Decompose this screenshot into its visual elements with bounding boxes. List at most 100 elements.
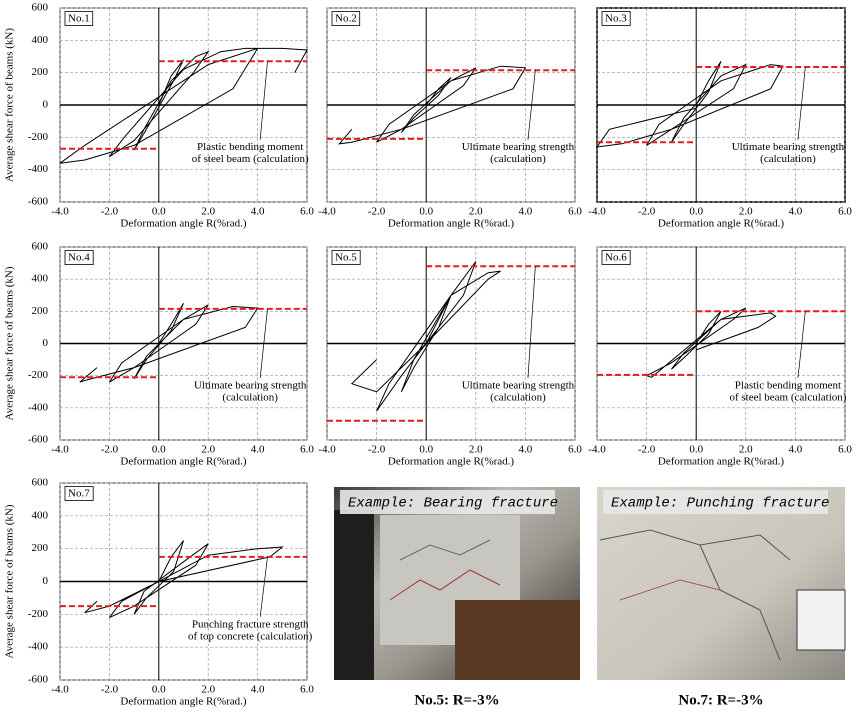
- chart-label: No.7: [68, 488, 90, 500]
- x-tick-label: -2.0: [368, 444, 386, 456]
- chart-label: No.6: [605, 252, 627, 264]
- y-tick-label: 200: [32, 542, 49, 554]
- annotation: Punching fracture strength: [192, 618, 309, 630]
- x-tick-label: -4.0: [588, 444, 606, 456]
- x-tick-label: 0.0: [689, 206, 703, 218]
- chart: -4.0 -2.0 0.0 2.0 4.0 6.0 Deformation angle R(…: [318, 247, 582, 468]
- y-tick-label: 200: [32, 305, 49, 317]
- annotation: Ultimate bearing strength: [194, 379, 307, 391]
- x-tick-label: -2.0: [101, 444, 119, 456]
- x-axis-label: Deformation angle R(%rad.): [388, 218, 514, 230]
- x-tick-label: -2.0: [101, 684, 119, 696]
- y-tick-label: -200: [28, 369, 49, 381]
- y-tick-label: -600: [28, 674, 49, 686]
- x-tick-label: -4.0: [318, 206, 336, 218]
- y-tick-label: 0: [43, 337, 49, 349]
- x-tick-label: -4.0: [51, 444, 69, 456]
- photo: [597, 487, 845, 680]
- annotation: (calculation): [222, 391, 278, 403]
- annotation: Ultimate bearing strength: [462, 141, 575, 153]
- y-axis-label: Average shear force of beams (kN): [4, 28, 16, 182]
- x-tick-label: -4.0: [588, 206, 606, 218]
- chart: -4.0 -2.0 0.0 2.0 4.0 6.0 Deformation angle R(…: [588, 8, 852, 230]
- x-tick-label: 4.0: [251, 444, 265, 456]
- y-tick-label: 400: [32, 273, 49, 285]
- x-tick-label: 2.0: [201, 444, 215, 456]
- x-tick-label: 0.0: [152, 444, 166, 456]
- y-tick-label: -400: [28, 401, 49, 413]
- annotation: (calculation): [490, 391, 546, 403]
- x-tick-label: -2.0: [101, 206, 119, 218]
- x-tick-label: -2.0: [638, 206, 656, 218]
- y-tick-label: 400: [32, 509, 49, 521]
- chart: -4.0 -2.0 0.0 2.0 4.0 6.0 Deformation angle R(…: [318, 8, 582, 230]
- x-tick-label: 4.0: [789, 206, 803, 218]
- annotation: (calculation): [490, 153, 546, 165]
- photo: [334, 487, 580, 680]
- x-tick-label: 0.0: [689, 444, 703, 456]
- y-tick-label: -200: [28, 608, 49, 620]
- x-tick-label: -2.0: [638, 444, 656, 456]
- photo-overlay: Example: Punching fracture: [611, 496, 829, 512]
- chart: -4.0-2.00.02.04.06.0-600-400-20002004006…: [4, 2, 315, 230]
- x-tick-label: -4.0: [51, 206, 69, 218]
- x-tick-label: -2.0: [368, 206, 386, 218]
- x-tick-label: -4.0: [318, 444, 336, 456]
- x-tick-label: -4.0: [51, 684, 69, 696]
- y-tick-label: -600: [28, 196, 49, 208]
- x-tick-label: 2.0: [739, 444, 753, 456]
- x-axis-label: Deformation angle R(%rad.): [120, 456, 246, 468]
- chart-label: No.5: [335, 252, 357, 264]
- x-axis-label: Deformation angle R(%rad.): [388, 456, 514, 468]
- annotation: Ultimate bearing strength: [732, 141, 845, 153]
- photo-caption: No.7: R=-3%: [678, 692, 763, 708]
- x-tick-label: 2.0: [201, 206, 215, 218]
- y-tick-label: 0: [43, 99, 49, 111]
- annotation: of steel beam (calculation): [192, 153, 309, 165]
- figure: Example: Bearing fracture Example: Punch…: [0, 0, 857, 717]
- x-tick-label: 2.0: [469, 206, 483, 218]
- y-tick-label: -600: [28, 434, 49, 446]
- y-tick-label: -200: [28, 131, 49, 143]
- chart-label: No.4: [68, 252, 90, 264]
- annotation: Plastic bending moment: [197, 141, 303, 153]
- y-tick-label: 600: [32, 241, 49, 253]
- x-tick-label: 0.0: [419, 444, 433, 456]
- x-tick-label: 6.0: [300, 684, 314, 696]
- annotation: Plastic bending moment: [735, 379, 841, 391]
- annotation: (calculation): [760, 153, 816, 165]
- annotation: Ultimate bearing strength: [462, 379, 575, 391]
- y-tick-label: 200: [32, 66, 49, 78]
- y-axis-label: Average shear force of beams (kN): [4, 504, 16, 658]
- chart-label: No.3: [605, 13, 627, 25]
- x-tick-label: 2.0: [469, 444, 483, 456]
- chart: -4.0 -2.0 0.0 2.0 4.0 6.0 -600 -400 -200 0 200 400 6…: [4, 241, 315, 468]
- x-axis-label: Deformation angle R(%rad.): [658, 218, 784, 230]
- x-tick-label: 2.0: [201, 684, 215, 696]
- y-tick-label: 600: [32, 477, 49, 489]
- x-axis-label: Deformation angle R(%rad.): [658, 456, 784, 468]
- x-tick-label: 4.0: [519, 444, 533, 456]
- chart-label: No.1: [68, 13, 90, 25]
- x-tick-label: 4.0: [251, 206, 265, 218]
- x-tick-label: 2.0: [739, 206, 753, 218]
- x-axis-label: Deformation angle R(%rad.): [120, 218, 246, 230]
- annotation: of steel beam (calculation): [729, 391, 846, 403]
- y-tick-label: 0: [43, 575, 49, 587]
- y-tick-label: -400: [28, 163, 49, 175]
- x-tick-label: 6.0: [300, 206, 314, 218]
- x-axis-label: Deformation angle R(%rad.): [120, 696, 246, 708]
- y-tick-label: 600: [32, 2, 49, 14]
- x-tick-label: 0.0: [419, 206, 433, 218]
- photo-caption: No.5: R=-3%: [414, 692, 499, 708]
- y-axis-label: Average shear force of beams (kN): [4, 266, 16, 420]
- x-tick-label: 6.0: [568, 444, 582, 456]
- x-tick-label: 0.0: [152, 684, 166, 696]
- photo-overlay: Example: Bearing fracture: [348, 496, 558, 512]
- x-tick-label: 4.0: [519, 206, 533, 218]
- x-tick-label: 6.0: [568, 206, 582, 218]
- x-tick-label: 6.0: [300, 444, 314, 456]
- x-tick-label: 6.0: [838, 206, 852, 218]
